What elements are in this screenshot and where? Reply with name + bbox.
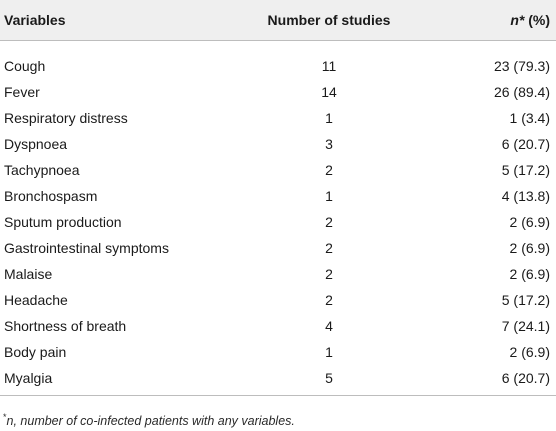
table-header: Variables Number of studies n* (%) (0, 0, 556, 41)
footnote-marker: * (3, 412, 7, 422)
cell-number-of-studies: 5 (234, 365, 424, 396)
cell-number-of-studies: 2 (325, 266, 333, 282)
cell-variable: Headache (4, 292, 68, 308)
cell-number-of-studies: 2 (325, 162, 333, 178)
cell-variable: Body pain (4, 344, 67, 360)
cell-number-of-studies: 2 (325, 292, 333, 308)
table-row: Myalgia 5 6 (20.7) (0, 365, 556, 396)
table-row: Gastrointestinal symptoms 2 2 (6.9) (0, 235, 556, 261)
cell-number-of-studies: 11 (321, 58, 337, 74)
cell-n-percent: 7 (24.1) (501, 318, 550, 334)
cell-number-of-studies: 4 (325, 318, 333, 334)
table-body: Cough 11 23 (79.3) Fever 14 26 (89.4) Respirat… (0, 41, 556, 396)
cell-n-percent: 2 (6.9) (509, 214, 550, 230)
cell-n-percent: 5 (17.2) (501, 292, 550, 308)
cell-variable: Shortness of breath (4, 318, 127, 334)
cell-number-of-studies: 2 (325, 240, 333, 256)
cell-number-of-studies: 3 (325, 136, 333, 152)
cell-n-percent: 5 (17.2) (501, 162, 550, 178)
cell-number-of-studies: 1 (325, 344, 333, 360)
cell-n-percent: 2 (6.9) (509, 344, 550, 360)
cell-variable: Fever (4, 84, 40, 100)
header-n-label: n* (510, 12, 525, 28)
cell-variable: Cough (4, 58, 46, 74)
cell-n-percent: 2 (6.9) (509, 240, 550, 256)
table-row: Dyspnoea 3 6 (20.7) (0, 131, 556, 157)
table-row: Malaise 2 2 (6.9) (0, 261, 556, 287)
footnote-text: n, number of co-infected patients with a… (6, 414, 295, 429)
cell-number-of-studies: 2 (325, 214, 333, 230)
header-row: Variables Number of studies n* (%) (0, 0, 556, 41)
symptoms-table: Variables Number of studies n* (%) Cough… (0, 0, 556, 396)
table-row: Body pain 1 2 (6.9) (0, 339, 556, 365)
cell-n-percent: 23 (79.3) (493, 58, 550, 74)
header-n-unit: (%) (528, 12, 550, 28)
cell-n-percent: 1 (3.4) (509, 110, 550, 126)
header-variables: Variables (0, 0, 234, 41)
table-row: Sputum production 2 2 (6.9) (0, 209, 556, 235)
cell-variable: Dyspnoea (4, 136, 68, 152)
cell-number-of-studies: 14 (321, 84, 337, 100)
table-row: Bronchospasm 1 4 (13.8) (0, 183, 556, 209)
cell-variable: Myalgia (0, 365, 234, 396)
table-row: Cough 11 23 (79.3) (0, 41, 556, 80)
cell-number-of-studies: 1 (325, 110, 333, 126)
cell-n-percent: 6 (20.7) (501, 136, 550, 152)
cell-n-percent: 4 (13.8) (501, 188, 550, 204)
table-row: Tachypnoea 2 5 (17.2) (0, 157, 556, 183)
cell-variable: Respiratory distress (4, 110, 128, 126)
cell-n-percent: 2 (6.9) (509, 266, 550, 282)
table-row: Respiratory distress 1 1 (3.4) (0, 105, 556, 131)
header-n-percent: n* (%) (424, 0, 556, 41)
cell-variable: Bronchospasm (4, 188, 98, 204)
header-number-of-studies: Number of studies (234, 0, 424, 41)
table-footnote: *n, number of co-infected patients with … (3, 412, 295, 428)
cell-n-percent: 26 (89.4) (493, 84, 550, 100)
cell-variable: Tachypnoea (4, 162, 80, 178)
table-row: Shortness of breath 4 7 (24.1) (0, 313, 556, 339)
cell-number-of-studies: 1 (325, 188, 333, 204)
table-row: Headache 2 5 (17.2) (0, 287, 556, 313)
cell-variable: Sputum production (4, 214, 122, 230)
cell-variable: Malaise (4, 266, 53, 282)
cell-variable: Gastrointestinal symptoms (4, 240, 169, 256)
cell-n-percent: 6 (20.7) (424, 365, 556, 396)
table-row: Fever 14 26 (89.4) (0, 79, 556, 105)
